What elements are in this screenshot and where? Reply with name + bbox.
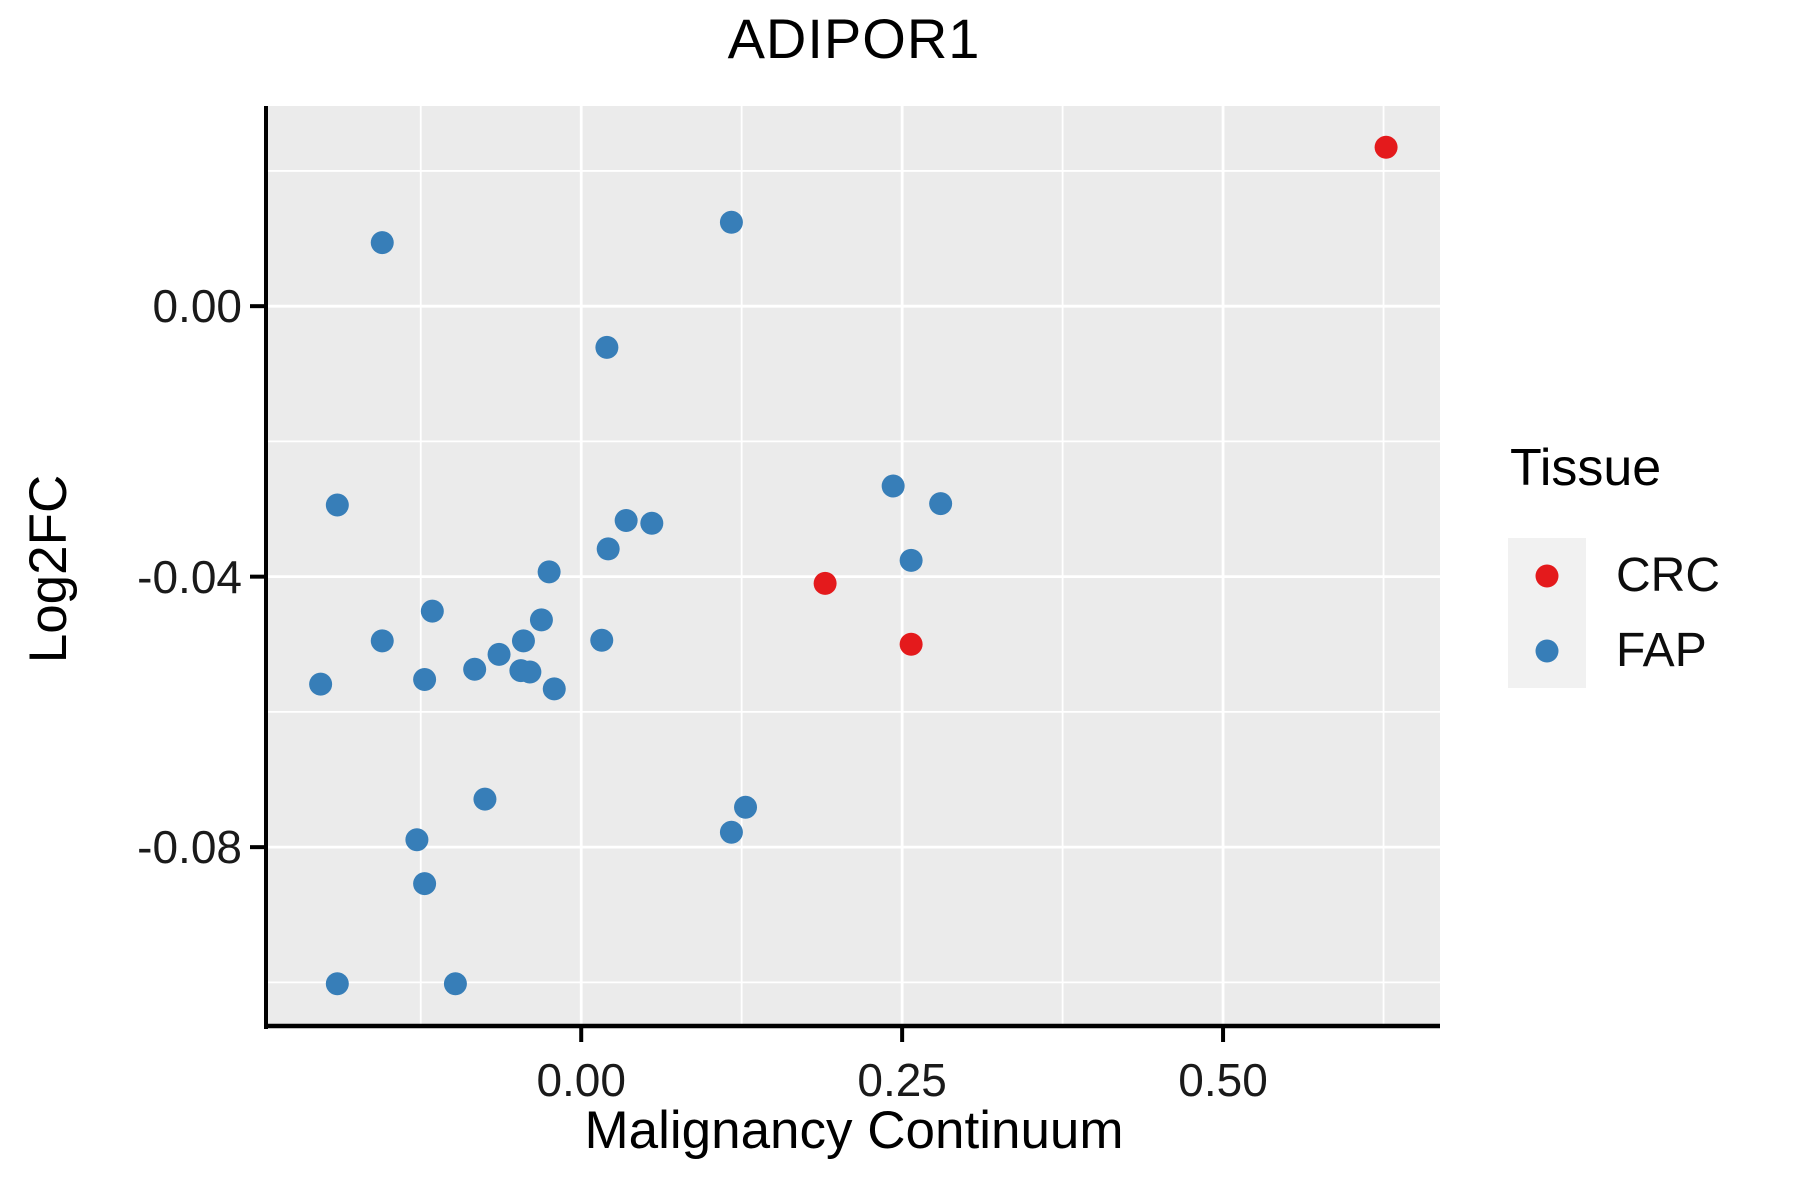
legend-label: FAP (1616, 624, 1707, 677)
legend-dot-crc (1535, 564, 1559, 587)
data-point-fap (640, 511, 664, 535)
x-tick-label: 0.25 (857, 1054, 947, 1106)
data-point-fap (542, 677, 566, 701)
data-point-fap (595, 335, 619, 359)
legend-rows: CRC FAP (1508, 538, 1720, 688)
data-point-fap (614, 509, 638, 533)
legend-dot-fap (1535, 639, 1559, 662)
legend-title: Tissue (1510, 439, 1662, 497)
data-point-fap (413, 667, 437, 691)
data-point-fap (596, 537, 620, 561)
data-point-fap (325, 972, 349, 996)
legend-key (1508, 613, 1586, 688)
data-point-fap (590, 628, 614, 652)
chart-title: ADIPOR1 (727, 7, 981, 70)
legend-label: CRC (1616, 549, 1720, 602)
legend-row-fap: FAP (1508, 613, 1720, 688)
panel-background (268, 106, 1440, 1025)
data-point-fap (420, 599, 444, 623)
y-tick-label: -0.04 (137, 550, 242, 603)
y-tick-label: 0.00 (152, 280, 242, 333)
data-point-fap (413, 872, 437, 896)
data-point-fap (929, 492, 953, 516)
data-point-fap (405, 828, 429, 852)
x-tick-label: 0.00 (536, 1054, 626, 1106)
data-point-fap (443, 972, 467, 996)
data-point-fap (463, 657, 487, 681)
data-point-fap (370, 231, 394, 255)
x-axis-title: Malignancy Continuum (584, 1101, 1124, 1160)
legend-row-crc: CRC (1508, 538, 1720, 613)
data-point-fap (529, 608, 553, 632)
data-point-crc (813, 571, 837, 595)
data-point-fap (309, 672, 333, 696)
data-point-crc (899, 632, 923, 656)
data-point-fap (537, 560, 561, 584)
legend: Tissue CRC FAP (1508, 438, 1720, 688)
x-tick-label: 0.50 (1178, 1054, 1268, 1106)
data-point-fap (881, 474, 905, 498)
data-point-fap (899, 548, 923, 572)
data-point-fap (370, 629, 394, 653)
data-point-fap (719, 820, 743, 844)
y-tick-label: -0.08 (137, 821, 242, 874)
data-point-fap (734, 795, 758, 819)
data-point-crc (1374, 135, 1398, 159)
data-point-fap (518, 660, 542, 684)
data-point-fap (325, 493, 349, 517)
data-point-fap (473, 787, 497, 811)
data-point-fap (719, 210, 743, 234)
data-point-fap (511, 629, 535, 653)
data-point-fap (487, 642, 511, 666)
legend-key (1508, 538, 1586, 613)
